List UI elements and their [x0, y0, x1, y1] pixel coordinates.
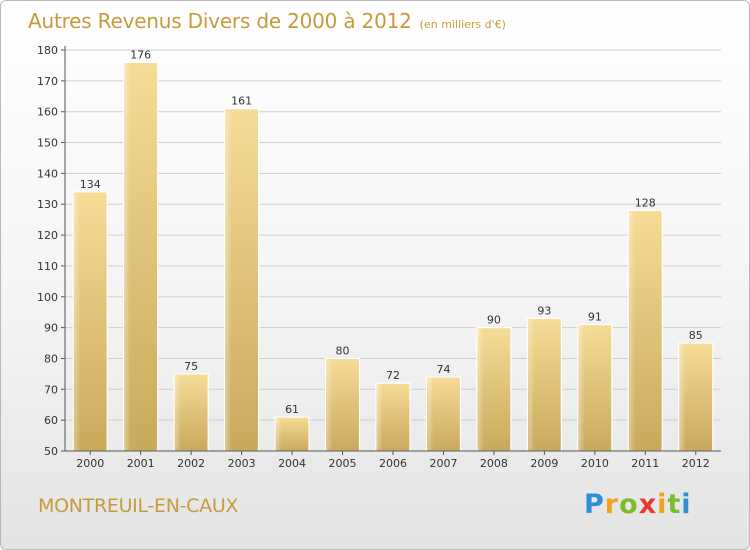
- bar-highlight: [74, 192, 81, 450]
- logo-letter: x: [638, 489, 658, 520]
- y-tick-label: 130: [37, 198, 58, 211]
- grid-lines: [65, 49, 721, 421]
- x-tick-label: 2008: [480, 457, 508, 470]
- bar-highlight: [528, 319, 535, 450]
- y-tick-label: 170: [37, 75, 58, 88]
- x-tick-label: 2005: [329, 457, 357, 470]
- title-row: Autres Revenus Divers de 2000 à 2012 (en …: [28, 9, 506, 33]
- bar-value-label: 93: [537, 304, 551, 317]
- bar-value-label: 134: [80, 178, 101, 191]
- bar-value-label: 91: [588, 311, 602, 324]
- axes: 50 60 70 80 90 100 110 120 130 140 150 160 170 180 200…: [37, 44, 721, 470]
- bar-value-label: 75: [184, 360, 198, 373]
- y-tick-label: 140: [37, 167, 58, 180]
- bar-highlight: [326, 359, 333, 450]
- y-tick-label: 70: [44, 383, 58, 396]
- y-tick-label: 160: [37, 106, 58, 119]
- bar-highlight: [629, 211, 636, 450]
- logo-letter: r: [604, 489, 620, 520]
- x-tick-label: 2012: [682, 457, 710, 470]
- bar-highlight: [377, 384, 383, 450]
- x-tick-label: 2003: [228, 457, 256, 470]
- bar-value-label: 74: [436, 363, 450, 376]
- bar-highlight: [679, 344, 686, 450]
- x-tick-label: 2001: [127, 457, 155, 470]
- bar-value-label: 85: [689, 329, 703, 342]
- y-tick-label: 120: [37, 229, 58, 242]
- y-tick-label: 110: [37, 260, 58, 273]
- bar-highlight: [578, 325, 585, 450]
- bar-value-label: 128: [635, 196, 656, 209]
- logo-letter: i: [681, 489, 692, 520]
- bars: [72, 61, 714, 452]
- x-tick-label: 2011: [631, 457, 659, 470]
- y-tick-label: 90: [44, 322, 58, 335]
- x-tick-label: 2007: [429, 457, 457, 470]
- bar-highlight: [427, 377, 434, 450]
- x-tick-label: 2002: [177, 457, 205, 470]
- y-tick-label: 100: [37, 291, 58, 304]
- x-tick-label: 2006: [379, 457, 407, 470]
- logo-letter: t: [667, 489, 682, 520]
- bar-highlight: [276, 418, 283, 450]
- proxiti-logo: Proxiti: [584, 489, 692, 520]
- bar-highlight: [175, 374, 182, 450]
- labels: 134 176 75 161 61 80 72 74 90 93 91 128 85: [80, 48, 703, 416]
- bar-highlight: [225, 109, 232, 450]
- bar-highlight: [124, 63, 131, 450]
- y-tick-label: 50: [44, 445, 58, 458]
- commune-name: MONTREUIL-EN-CAUX: [38, 495, 239, 517]
- x-tick-label: 2010: [581, 457, 609, 470]
- chart-title: Autres Revenus Divers de 2000 à 2012: [28, 9, 412, 33]
- y-tick-label: 180: [37, 44, 58, 57]
- y-tick-label: 60: [44, 414, 58, 427]
- x-tick-label: 2009: [530, 457, 558, 470]
- bar-value-label: 90: [487, 314, 501, 327]
- chart-subtitle: (en milliers d'€): [419, 18, 506, 31]
- bar-value-label: 176: [130, 48, 151, 61]
- logo-letter: P: [584, 489, 605, 520]
- bar-value-label: 72: [386, 369, 400, 382]
- bar-value-label: 80: [336, 344, 350, 357]
- x-tick-label: 2004: [278, 457, 306, 470]
- bar-highlight: [477, 328, 484, 450]
- logo-letter: o: [619, 489, 639, 520]
- y-tick-label: 150: [37, 137, 58, 150]
- x-tick-label: 2000: [76, 457, 104, 470]
- logo-letter: i: [657, 489, 668, 520]
- y-tick-label: 80: [44, 352, 58, 365]
- bar-value-label: 61: [285, 403, 299, 416]
- bar-value-label: 161: [231, 95, 252, 108]
